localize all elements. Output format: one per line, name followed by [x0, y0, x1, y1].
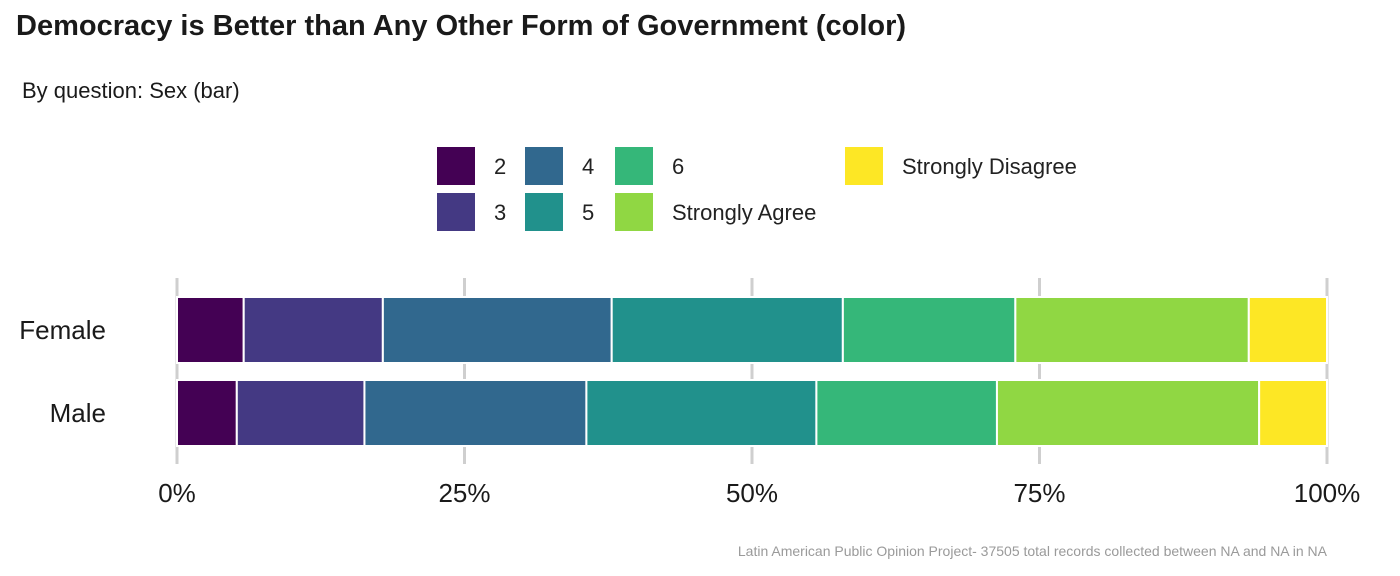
legend-swatch-strongly-agree [615, 193, 653, 231]
category-label-male: Male [50, 398, 106, 428]
category-labels: Female Male [19, 315, 106, 428]
bar-male-5 [585, 379, 818, 447]
x-tick-label: 100% [1294, 478, 1361, 508]
bar-female-4 [381, 296, 613, 364]
x-tick-label: 25% [438, 478, 490, 508]
bar-male-strongly-agree [995, 379, 1261, 447]
bar-female-strongly-disagree [1247, 296, 1329, 364]
x-tick-label: 50% [726, 478, 778, 508]
bar-male-4 [363, 379, 588, 447]
legend-label: 3 [494, 200, 506, 225]
legend-swatch-3 [437, 193, 475, 231]
bar-female-3 [242, 296, 384, 364]
legend-swatch-6 [615, 147, 653, 185]
bar-female-2 [176, 296, 245, 364]
bars [176, 296, 1329, 447]
bar-male-6 [815, 379, 998, 447]
bar-male-strongly-disagree [1258, 379, 1329, 447]
legend: 2 3 4 5 6 Strongly Agree Strongly Disagree [437, 147, 1077, 231]
legend-label: 4 [582, 154, 594, 179]
legend-label: 6 [672, 154, 684, 179]
legend-swatch-4 [525, 147, 563, 185]
bar-female-6 [841, 296, 1017, 364]
bar-male-2 [176, 379, 238, 447]
chart-title: Democracy is Better than Any Other Form … [16, 10, 907, 42]
x-tick-label: 0% [158, 478, 196, 508]
legend-swatch-2 [437, 147, 475, 185]
chart-subtitle: By question: Sex (bar) [22, 78, 240, 103]
legend-swatch-strongly-disagree [845, 147, 883, 185]
legend-label: 2 [494, 154, 506, 179]
x-tick-label: 75% [1013, 478, 1065, 508]
x-tick-labels: 0% 25% 50% 75% 100% [158, 478, 1360, 508]
bar-female-5 [610, 296, 844, 364]
category-label-female: Female [19, 315, 106, 345]
bar-female-strongly-agree [1014, 296, 1250, 364]
legend-label: Strongly Agree [672, 200, 816, 225]
legend-label: 5 [582, 200, 594, 225]
bar-male-3 [235, 379, 366, 447]
legend-label: Strongly Disagree [902, 154, 1077, 179]
legend-swatch-5 [525, 193, 563, 231]
chart-caption: Latin American Public Opinion Project- 3… [737, 543, 1327, 559]
